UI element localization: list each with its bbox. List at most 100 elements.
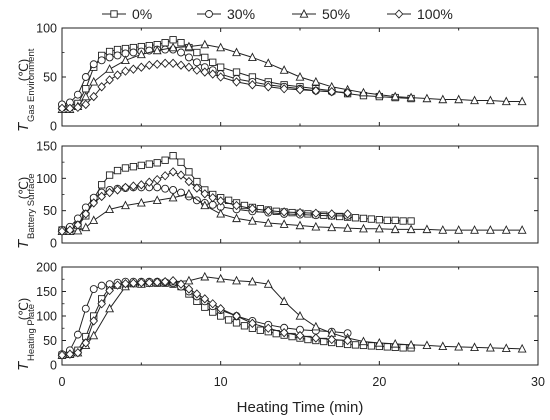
data-point: [89, 316, 99, 326]
legend-label: 50%: [322, 6, 350, 22]
data-point: [343, 88, 352, 98]
legend-label: 0%: [132, 6, 152, 22]
data-point: [200, 294, 210, 304]
data-point: [161, 156, 169, 164]
data-point: [97, 299, 106, 309]
data-point: [279, 207, 289, 217]
data-point: [65, 103, 75, 114]
data-point: [73, 330, 82, 339]
y-tick-label: 100: [36, 22, 57, 36]
y-tick-label: 0: [50, 359, 57, 373]
data-point: [177, 39, 185, 47]
data-point: [184, 62, 194, 72]
data-point: [152, 59, 162, 69]
legend-entry: 0%: [102, 6, 152, 22]
data-point: [295, 220, 305, 230]
data-point: [311, 76, 321, 86]
legend: 0% 30% 50% 100%: [102, 6, 453, 22]
data-point: [161, 184, 170, 193]
data-point: [200, 271, 210, 281]
data-point: [81, 304, 90, 313]
data-point: [105, 303, 115, 313]
data-point: [336, 339, 344, 348]
data-point: [81, 338, 91, 348]
data-point: [168, 42, 178, 52]
data-point: [105, 171, 114, 179]
data-point: [192, 58, 201, 67]
data-point: [517, 225, 527, 234]
x-tick-label: 0: [59, 375, 66, 389]
data-point: [374, 223, 384, 233]
data-point: [89, 215, 99, 225]
data-point: [105, 187, 114, 198]
data-point: [209, 58, 217, 66]
y-axis-label-symbol: T: [15, 360, 32, 371]
data-point: [97, 82, 106, 92]
y-axis-label-subscript: Heating Plate: [26, 304, 37, 361]
data-point: [263, 58, 273, 67]
data-point: [184, 41, 194, 51]
data-point: [383, 216, 391, 225]
legend-marker: [205, 10, 213, 18]
data-point: [121, 66, 130, 76]
data-point: [105, 204, 115, 214]
data-point: [399, 217, 407, 225]
data-point: [406, 224, 416, 234]
data-point: [168, 167, 178, 177]
data-point: [485, 225, 495, 234]
data-point: [263, 279, 273, 288]
data-point: [256, 205, 264, 213]
data-point: [311, 221, 321, 231]
data-point: [97, 56, 106, 65]
y-axis-label-symbol: T: [15, 121, 32, 132]
data-point: [320, 337, 328, 346]
data-point: [169, 186, 178, 194]
series-line: [61, 276, 523, 356]
data-point: [295, 311, 305, 320]
data-point: [82, 85, 90, 93]
data-point: [263, 217, 273, 227]
data-point: [105, 285, 114, 296]
data-point: [216, 42, 226, 52]
data-point: [152, 174, 162, 185]
series-line: [62, 44, 523, 110]
data-point: [375, 216, 383, 224]
y-tick-label: 100: [36, 172, 57, 186]
data-point: [295, 72, 305, 81]
data-point: [311, 208, 321, 218]
data-point: [367, 215, 376, 223]
data-point: [470, 95, 479, 105]
data-point: [327, 87, 337, 97]
data-point: [216, 208, 226, 218]
data-point: [208, 69, 218, 79]
data-point: [176, 279, 186, 289]
data-point: [263, 206, 273, 216]
data-point: [438, 94, 448, 104]
data-point: [422, 93, 432, 103]
data-point: [232, 275, 241, 285]
data-point: [256, 326, 264, 334]
data-point: [216, 273, 226, 283]
data-point: [193, 48, 201, 57]
y-tick-label: 150: [36, 285, 57, 299]
data-point: [248, 318, 257, 329]
data-point: [113, 51, 122, 60]
data-point: [295, 207, 305, 218]
data-point: [129, 64, 138, 74]
data-point: [208, 299, 218, 309]
data-point: [113, 280, 122, 290]
data-point: [136, 197, 146, 207]
y-axis-label-symbol: T: [15, 238, 32, 249]
data-point: [454, 225, 464, 234]
x-tick-label: 30: [531, 375, 545, 389]
data-point: [97, 281, 106, 290]
data-point: [136, 49, 146, 59]
y-tick-label: 50: [43, 204, 57, 218]
data-point: [184, 284, 194, 294]
